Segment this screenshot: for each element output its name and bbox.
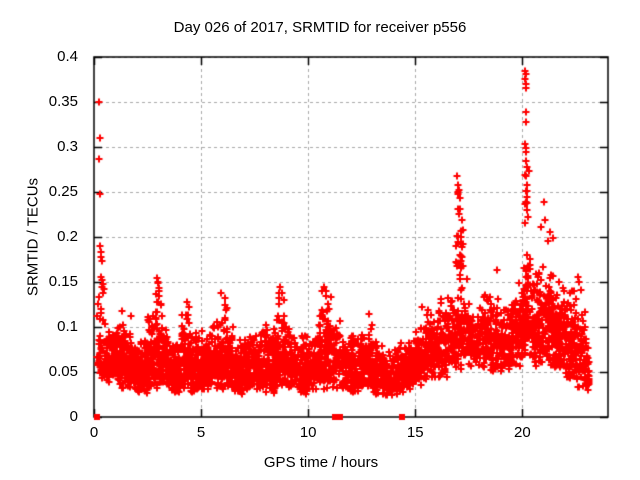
y-tick-label: 0 — [69, 408, 78, 425]
x-tick-label: 15 — [406, 424, 424, 441]
y-tick-label: 0.4 — [57, 48, 78, 65]
y-tick-label: 0.25 — [48, 183, 78, 200]
y-tick-label: 0.35 — [48, 93, 78, 110]
y-tick-label: 0.05 — [48, 363, 78, 380]
x-tick-label: 10 — [299, 424, 317, 441]
chart-title: Day 026 of 2017, SRMTID for receiver p55… — [173, 19, 467, 36]
x-axis-label: GPS time / hours — [263, 454, 379, 471]
y-tick-label: 0.2 — [57, 228, 78, 245]
x-tick-label: 0 — [89, 424, 99, 441]
y-tick-label: 0.15 — [48, 273, 78, 290]
y-tick-label: 0.3 — [57, 138, 78, 155]
x-tick-label: 20 — [513, 424, 531, 441]
x-tick-label: 5 — [196, 424, 206, 441]
y-tick-label: 0.1 — [57, 318, 78, 335]
